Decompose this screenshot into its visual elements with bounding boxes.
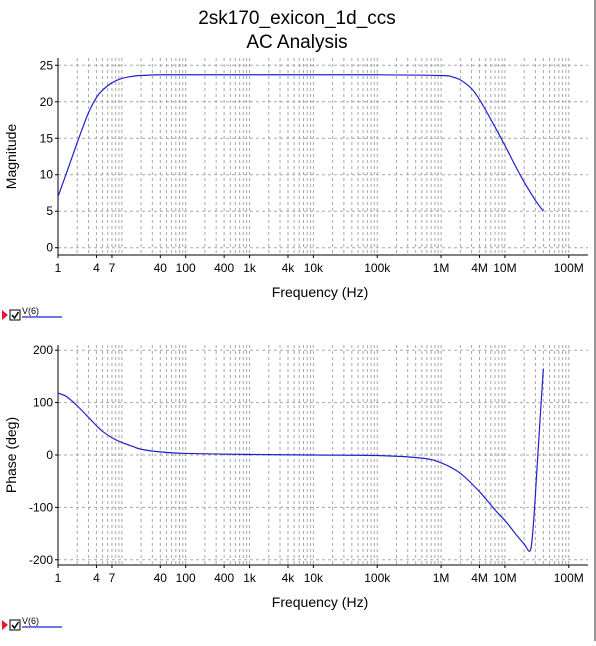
y-tick-label: 15 bbox=[40, 131, 54, 145]
x-tick-label: 400 bbox=[214, 571, 234, 585]
legend-label: V(6) bbox=[22, 306, 39, 316]
y-tick-label: 0 bbox=[46, 241, 53, 255]
x-axis-label: Frequency (Hz) bbox=[272, 594, 368, 610]
series-line-v6 bbox=[57, 368, 544, 552]
phase-plot: 1 4 7 40 100 400 1k 4k 10k 100k 1M 4M 10M 100M -200 -10… bbox=[2, 343, 588, 631]
x-tick-label: 4k bbox=[282, 261, 296, 275]
y-axis-label: Magnitude bbox=[3, 124, 19, 190]
x-tick-label: 100k bbox=[364, 571, 391, 585]
legend-checkbox[interactable] bbox=[9, 619, 21, 631]
legend-checkbox[interactable] bbox=[9, 309, 21, 321]
x-tick-label: 4M bbox=[471, 261, 488, 275]
grid bbox=[58, 58, 588, 255]
y-axis-label: Phase (deg) bbox=[3, 417, 19, 493]
x-tick-label: 1M bbox=[433, 571, 450, 585]
x-tick-label: 10k bbox=[304, 571, 324, 585]
window-edge bbox=[594, 0, 596, 641]
x-tick-label: 1k bbox=[243, 261, 257, 275]
y-tick-label: -100 bbox=[29, 500, 53, 514]
y-tick-label: 20 bbox=[40, 95, 54, 109]
chart-title: 2sk170_exicon_1d_ccs bbox=[198, 8, 396, 29]
x-tick-label: 7 bbox=[109, 571, 116, 585]
y-tick-label: 100 bbox=[33, 396, 53, 410]
legend-marker-icon bbox=[2, 620, 8, 630]
x-tick-label: 100M bbox=[554, 571, 584, 585]
x-tick-label: 1M bbox=[433, 261, 450, 275]
x-tick-label: 400 bbox=[214, 261, 234, 275]
chart-subtitle: AC Analysis bbox=[246, 32, 347, 53]
checkmark-icon bbox=[11, 621, 20, 630]
x-tick-label: 10M bbox=[493, 261, 516, 275]
x-tick-label: 7 bbox=[109, 261, 116, 275]
y-tick-label: 200 bbox=[33, 343, 53, 357]
x-tick-label: 1k bbox=[243, 571, 257, 585]
x-tick-label: 4M bbox=[471, 571, 488, 585]
x-tick-label: 100k bbox=[364, 261, 391, 275]
x-tick-label: 4k bbox=[282, 571, 296, 585]
legend[interactable]: V(6) bbox=[2, 616, 62, 631]
legend[interactable]: V(6) bbox=[2, 306, 62, 321]
x-tick-label: 10M bbox=[493, 571, 516, 585]
y-tick-label: 25 bbox=[40, 58, 54, 72]
y-tick-label: -200 bbox=[29, 553, 53, 567]
x-tick-label: 1 bbox=[55, 571, 62, 585]
x-tick-label: 40 bbox=[154, 261, 168, 275]
x-tick-label: 40 bbox=[154, 571, 168, 585]
x-tick-label: 100M bbox=[554, 261, 584, 275]
x-tick-label: 10k bbox=[304, 261, 324, 275]
y-tick-label: 0 bbox=[46, 448, 53, 462]
x-tick-label: 100 bbox=[176, 571, 196, 585]
legend-marker-icon bbox=[2, 310, 8, 320]
x-tick-label: 100 bbox=[176, 261, 196, 275]
series-line-v6 bbox=[57, 74, 544, 212]
x-tick-label: 4 bbox=[93, 571, 100, 585]
magnitude-plot: 1 4 7 40 100 400 1k 4k 10k 100k 1M 4M 10M 100M 0 5 10 15 2… bbox=[2, 58, 588, 321]
legend-label: V(6) bbox=[22, 616, 39, 626]
x-tick-label: 4 bbox=[93, 261, 100, 275]
x-tick-label: 1 bbox=[55, 261, 62, 275]
x-axis-label: Frequency (Hz) bbox=[272, 284, 368, 300]
checkmark-icon bbox=[11, 311, 20, 320]
y-tick-label: 5 bbox=[46, 204, 53, 218]
y-tick-label: 10 bbox=[40, 168, 54, 182]
